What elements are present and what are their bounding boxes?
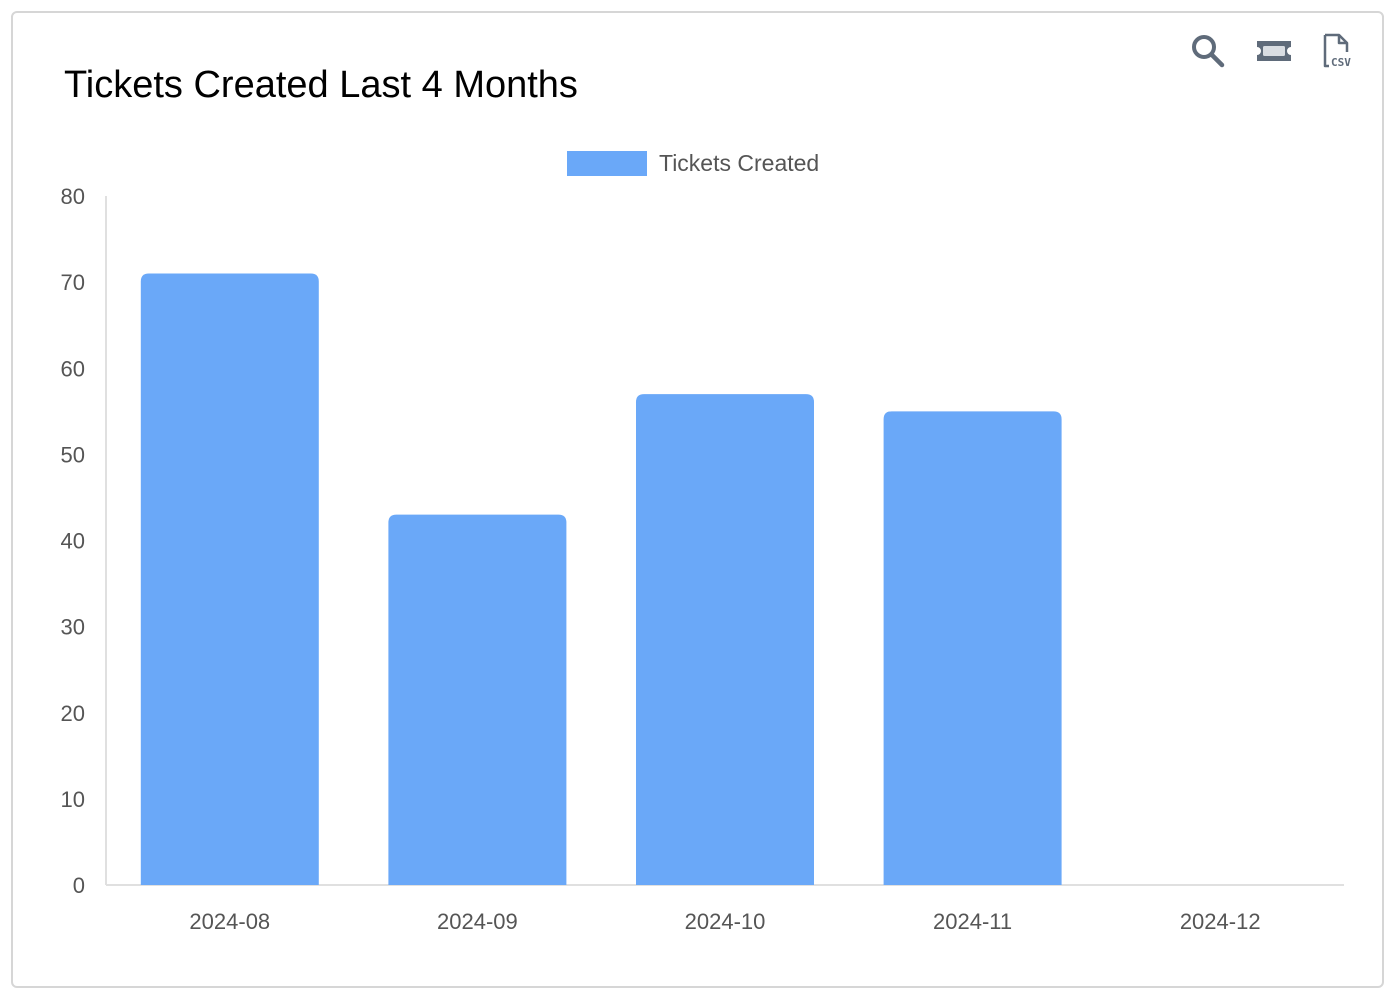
y-tick-label: 40 [61, 529, 85, 554]
y-tick-label: 20 [61, 701, 85, 726]
x-tick-label: 2024-09 [437, 909, 518, 934]
y-tick-label: 60 [61, 356, 85, 381]
bar[interactable] [140, 273, 319, 885]
y-tick-label: 50 [61, 442, 85, 467]
bar[interactable] [883, 411, 1062, 885]
legend-label: Tickets Created [659, 150, 820, 176]
y-tick-label: 80 [61, 184, 85, 209]
y-tick-label: 70 [61, 270, 85, 295]
x-tick-label: 2024-12 [1180, 909, 1261, 934]
chart-title: Tickets Created Last 4 Months [64, 64, 578, 106]
y-tick-label: 30 [61, 615, 85, 640]
x-tick-label: 2024-08 [189, 909, 270, 934]
bar[interactable] [388, 514, 567, 885]
x-tick-label: 2024-10 [685, 909, 766, 934]
y-tick-label: 10 [61, 787, 85, 812]
chart-toolbar: CSV [1186, 31, 1362, 71]
x-tick-label: 2024-11 [933, 909, 1012, 934]
ticket-icon[interactable] [1252, 31, 1296, 71]
chart-legend[interactable]: Tickets Created [567, 150, 819, 177]
csv-label: CSV [1331, 56, 1351, 69]
y-tick-label: 0 [73, 873, 85, 898]
search-icon[interactable] [1186, 31, 1230, 71]
csv-file-icon[interactable]: CSV [1318, 31, 1362, 71]
bar[interactable] [636, 394, 814, 885]
legend-swatch [567, 151, 647, 176]
